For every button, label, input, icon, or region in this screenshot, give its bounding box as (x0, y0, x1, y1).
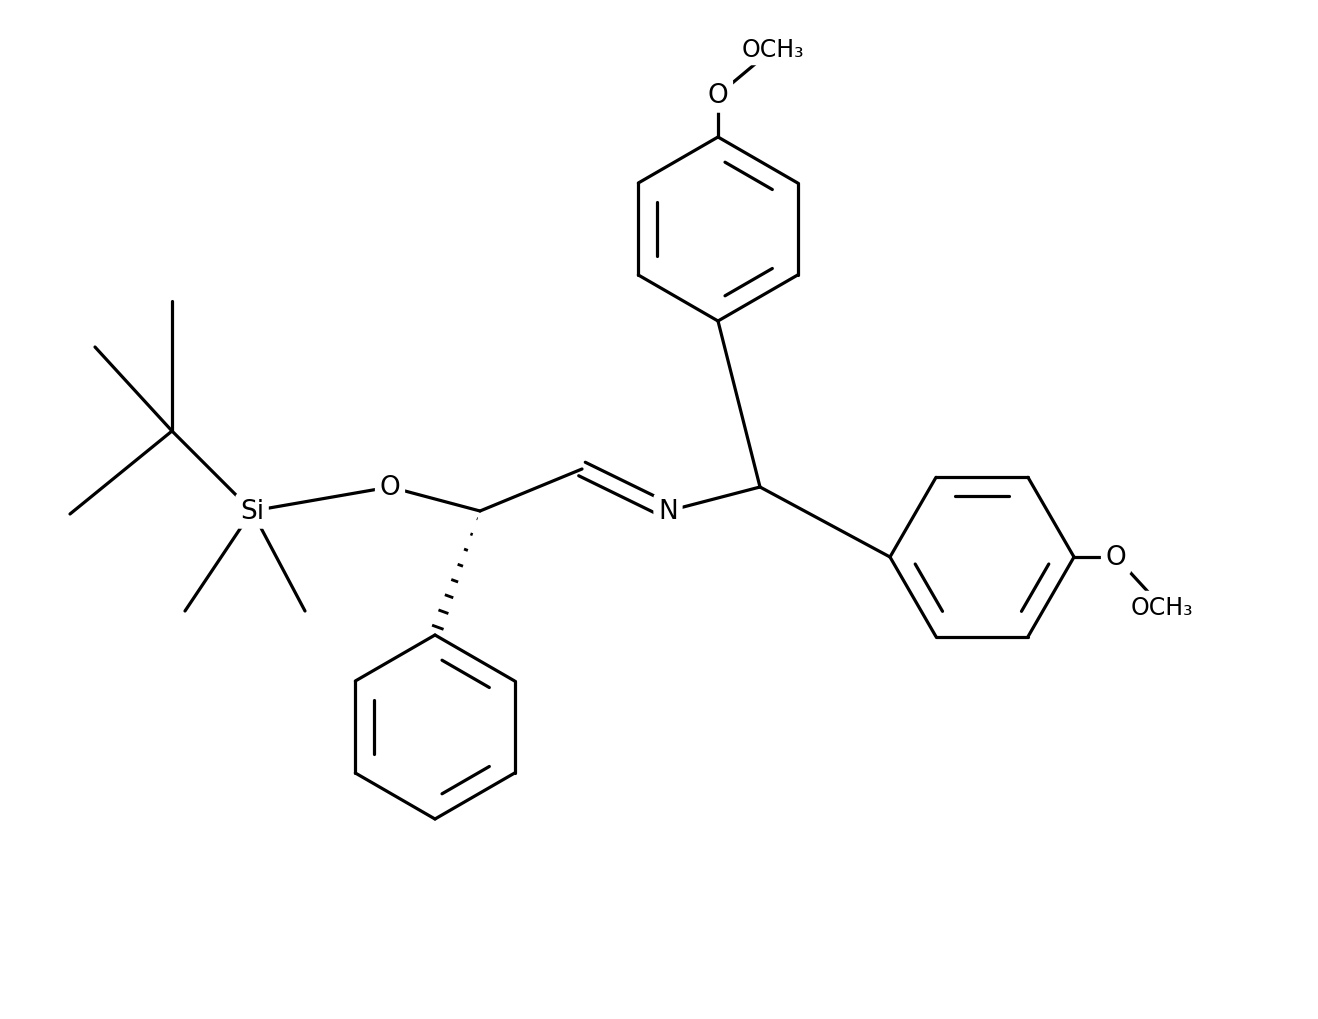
Text: O: O (1106, 544, 1127, 571)
Text: N: N (658, 498, 677, 525)
Text: Si: Si (240, 498, 264, 525)
Text: O: O (708, 83, 729, 109)
Text: O: O (380, 475, 401, 500)
Text: OCH₃: OCH₃ (742, 38, 804, 62)
Text: OCH₃: OCH₃ (1131, 595, 1193, 620)
